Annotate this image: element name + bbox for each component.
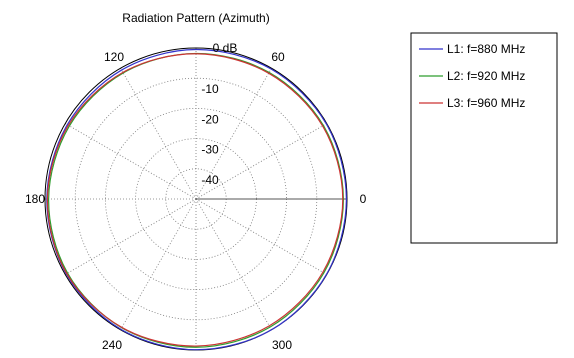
tick-labels: -10 -20 -30 -40 0 dB 0 60 120 180 240 300: [25, 41, 367, 352]
legend-entry-1: L1: f=880 MHz: [447, 42, 525, 56]
legend-entry-2: L2: f=920 MHz: [447, 69, 525, 83]
grid-spoke: [195, 123, 327, 200]
grid-spoke: [120, 198, 197, 330]
chart-title: Radiation Pattern (Azimuth): [122, 11, 269, 25]
grid-spoke: [65, 198, 197, 275]
grid-spoke: [195, 198, 327, 275]
angle-label-240: 240: [102, 338, 122, 352]
radial-tick-label: -40: [201, 173, 219, 187]
grid-spoke: [195, 198, 272, 330]
polar-grid: [44, 47, 348, 351]
radial-tick-label: -10: [201, 82, 219, 96]
angle-label-180: 180: [25, 192, 45, 206]
legend: L1: f=880 MHz L2: f=920 MHz L3: f=960 MHz: [410, 32, 558, 244]
series-curves: [46, 48, 348, 351]
radial-tick-label: -30: [201, 143, 219, 157]
grid-spoke: [65, 123, 197, 200]
angle-label-300: 300: [272, 338, 292, 352]
series-line-3: [46, 53, 344, 347]
grid-spoke: [120, 68, 197, 200]
grid-spoke: [195, 68, 272, 200]
series-line-1: [46, 48, 348, 351]
legend-box: [410, 32, 558, 244]
radial-unit-label: 0 dB: [213, 41, 238, 55]
angle-label-0: 0: [360, 192, 367, 206]
angle-label-60: 60: [271, 50, 285, 64]
radial-tick-label: -20: [201, 112, 219, 126]
legend-entry-3: L3: f=960 MHz: [447, 96, 525, 110]
series-line-2: [48, 52, 344, 348]
angle-label-120: 120: [104, 50, 124, 64]
